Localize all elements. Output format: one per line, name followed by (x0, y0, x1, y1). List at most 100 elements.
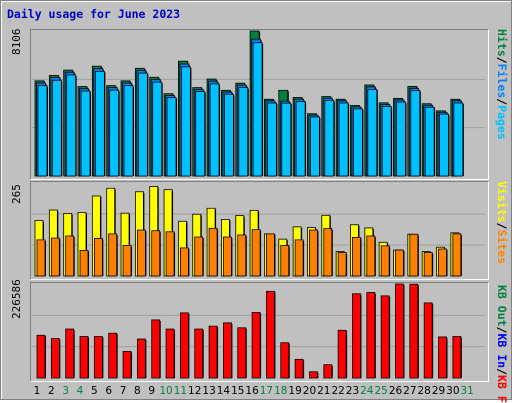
day-label-10: 10 (159, 385, 172, 397)
pages-bar-20 (310, 116, 320, 177)
pages-bar-17 (267, 102, 277, 177)
day-label-18: 18 (274, 385, 287, 397)
day-label-28: 28 (417, 385, 430, 397)
sites-bar-3 (65, 235, 75, 277)
kbf-bar-1 (36, 334, 46, 379)
kbf-bar-9 (151, 319, 161, 379)
pages-bar-8 (137, 72, 148, 177)
pages-bar-5 (94, 70, 105, 177)
day-label-3: 3 (62, 385, 69, 397)
pages-bar-28 (424, 106, 435, 177)
pages-bar-2 (51, 79, 62, 177)
sites-bar-11 (179, 247, 189, 277)
day-label-23: 23 (346, 385, 359, 397)
sites-bar-5 (93, 238, 103, 277)
sites-bar-18 (280, 245, 290, 277)
kbf-bar-13 (208, 325, 218, 379)
sites-bar-12 (194, 236, 204, 277)
kbf-bar-23 (352, 293, 361, 379)
pages-bar-7 (123, 85, 134, 177)
kbf-bar-12 (194, 328, 204, 379)
day-label-5: 5 (91, 385, 98, 397)
pages-bar-27 (410, 90, 421, 177)
day-label-31: 31 (461, 385, 474, 397)
day-label-30: 30 (446, 385, 459, 397)
kbf-bar-26 (395, 283, 404, 379)
sites-bar-24 (366, 235, 376, 277)
pages-bar-22 (338, 102, 349, 177)
kbf-bar-28 (423, 302, 433, 379)
kbf-bar-15 (237, 327, 247, 379)
day-label-20: 20 (303, 385, 316, 397)
kbf-bar-25 (380, 295, 390, 379)
day-label-22: 22 (331, 385, 344, 397)
pages-bar-25 (381, 106, 392, 177)
sites-bar-2 (50, 237, 60, 277)
kbf-bar-7 (122, 351, 132, 379)
day-label-19: 19 (288, 385, 301, 397)
sites-bar-30 (452, 233, 462, 277)
pages-bar-9 (152, 81, 163, 177)
kbf-bar-19 (294, 358, 304, 379)
kbf-bar-6 (108, 332, 118, 379)
day-label-24: 24 (360, 385, 374, 397)
sites-bar-10 (165, 231, 175, 277)
sites-bar-14 (223, 236, 232, 277)
pages-bar-13 (209, 83, 220, 177)
kbf-bar-16 (251, 312, 261, 379)
day-label-21: 21 (317, 385, 330, 397)
chart-title: Daily usage for June 2023 (7, 7, 181, 21)
pages-bar-21 (324, 99, 335, 177)
day-label-2: 2 (48, 385, 55, 397)
day-label-29: 29 (432, 385, 445, 397)
pages-bar-26 (396, 101, 406, 177)
day-label-4: 4 (77, 385, 84, 397)
pages-bar-24 (367, 89, 378, 177)
sites-bar-13 (208, 227, 218, 277)
day-label-26: 26 (389, 385, 403, 397)
sites-bar-7 (122, 245, 132, 277)
kbf-bar-22 (337, 329, 347, 379)
day-label-9: 9 (148, 385, 155, 397)
sites-bar-27 (409, 233, 419, 277)
pages-bar-19 (295, 101, 306, 177)
pages-bar-3 (66, 74, 77, 177)
sites-bar-29 (438, 248, 447, 277)
day-label-27: 27 (403, 385, 416, 397)
pages-bar-6 (109, 89, 120, 177)
sites-bar-25 (380, 245, 390, 277)
kbf-bar-8 (136, 338, 146, 379)
sites-bar-6 (108, 233, 118, 277)
pages-bar-10 (166, 97, 177, 177)
kbf-bar-24 (366, 292, 376, 379)
pages-bar-16 (252, 42, 263, 177)
sites-bar-15 (237, 234, 247, 277)
day-label-25: 25 (374, 385, 387, 397)
sites-bar-8 (136, 229, 146, 277)
sites-bar-19 (294, 239, 304, 277)
kbf-bar-5 (93, 336, 103, 379)
day-label-12: 12 (188, 385, 201, 397)
sites-bar-1 (36, 239, 46, 277)
day-label-14: 14 (217, 385, 231, 397)
pages-bar-18 (281, 102, 292, 177)
kbf-bar-2 (50, 338, 60, 379)
kbf-bar-14 (223, 322, 232, 379)
day-label-11: 11 (174, 385, 187, 397)
pages-bar-15 (238, 87, 249, 177)
sites-bar-17 (266, 233, 275, 277)
kbf-bar-27 (409, 283, 419, 379)
pages-bar-23 (353, 108, 363, 177)
pages-bar-30 (453, 102, 464, 177)
sites-bar-23 (352, 236, 361, 277)
sites-bar-20 (309, 229, 318, 277)
sites-bar-4 (79, 249, 89, 277)
kbf-bar-17 (266, 290, 275, 379)
pages-bar-1 (37, 85, 48, 177)
kbf-bar-30 (452, 336, 462, 379)
sites-bar-22 (337, 252, 347, 277)
pages-bar-4 (80, 90, 91, 177)
day-label-6: 6 (105, 385, 112, 397)
kbf-bar-4 (79, 336, 89, 379)
